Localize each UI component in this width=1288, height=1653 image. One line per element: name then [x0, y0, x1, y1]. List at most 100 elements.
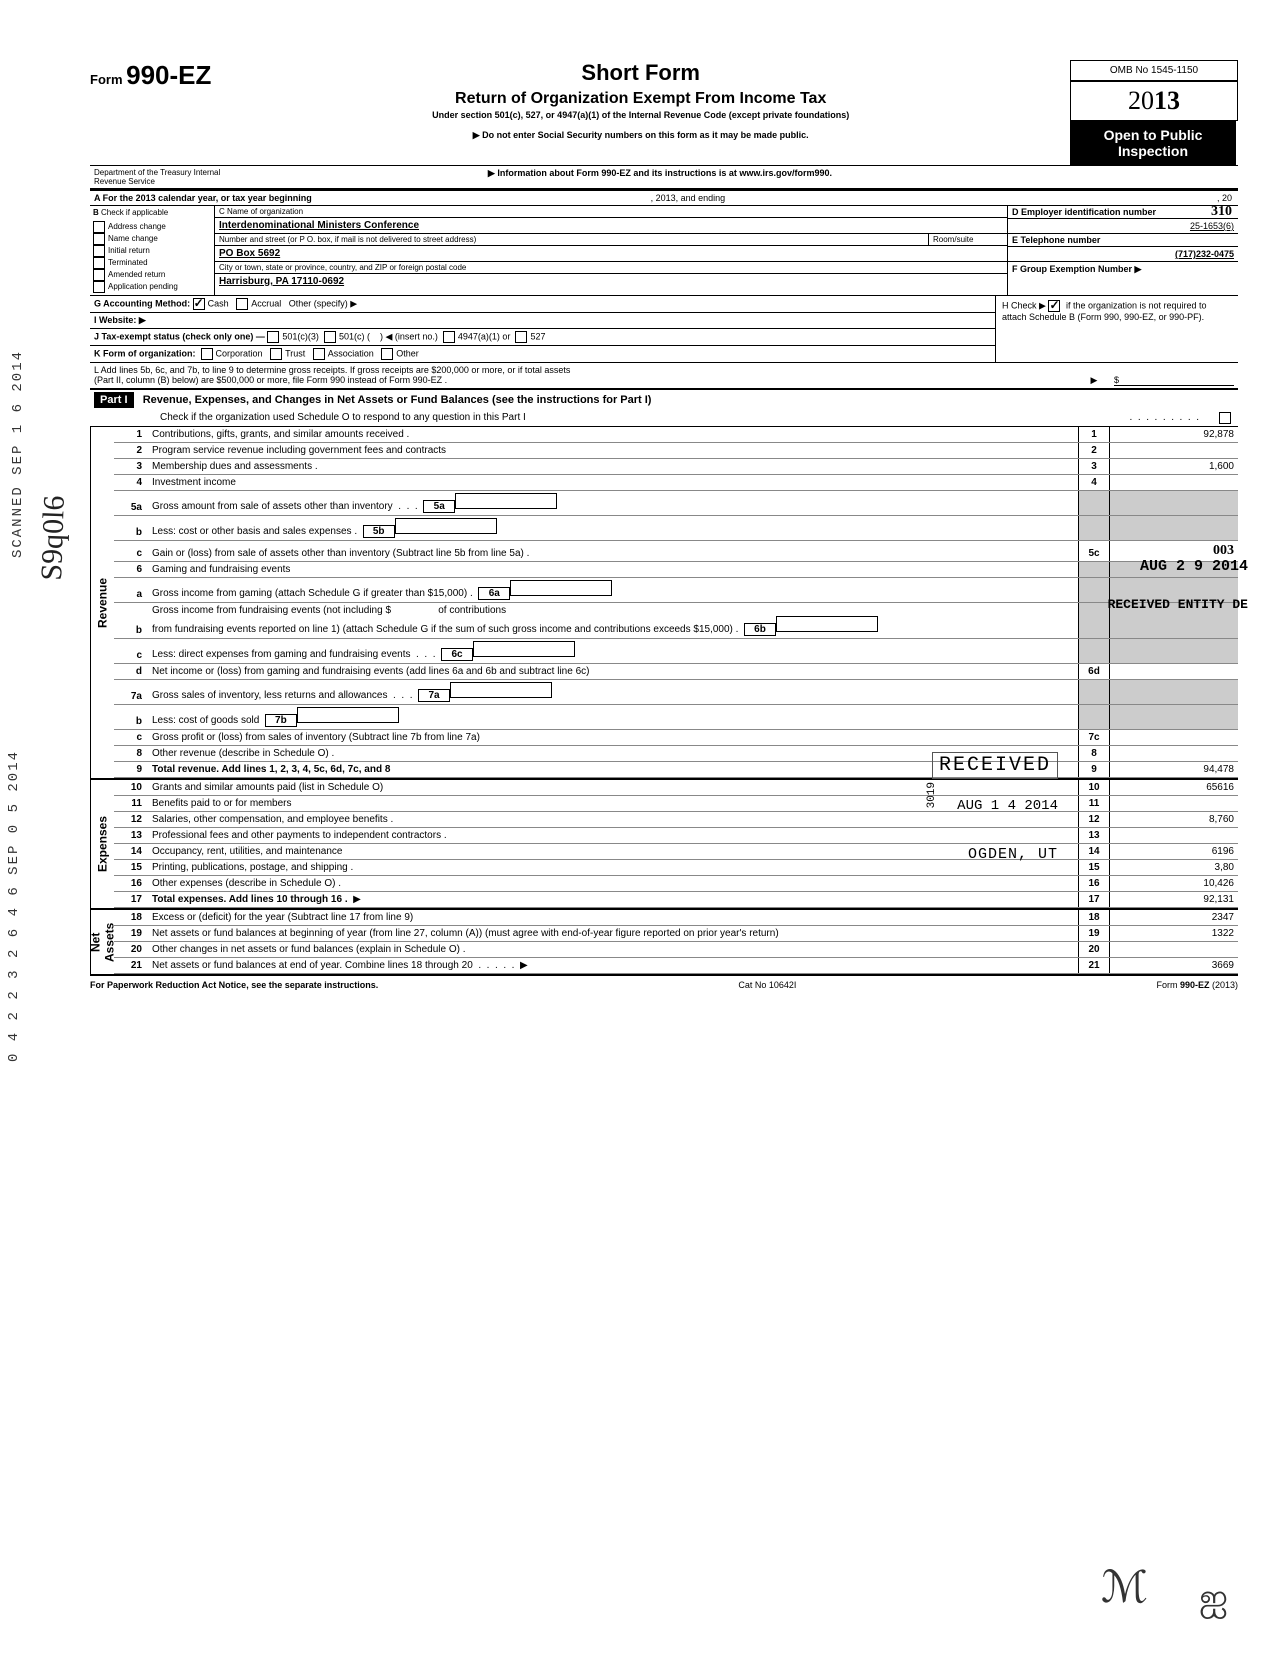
chk-other-org[interactable] — [381, 348, 393, 360]
lbl-terminated: Terminated — [108, 258, 148, 267]
l19-text: Net assets or fund balances at beginning… — [148, 926, 1079, 942]
side-stamp-scanned: SCANNED SEP 1 6 2014 — [10, 350, 26, 558]
lbl-4947: 4947(a)(1) or — [458, 331, 511, 341]
chk-initial[interactable] — [93, 245, 105, 257]
l6d-amt — [1110, 664, 1239, 680]
l5b-text: Less: cost or other basis and sales expe… — [152, 526, 357, 537]
l15-amt: 3,80 — [1110, 860, 1239, 876]
l20-num: 20 — [1079, 942, 1110, 958]
chk-trust[interactable] — [270, 348, 282, 360]
l19-amt: 1322 — [1110, 926, 1239, 942]
lbl-527: 527 — [530, 331, 545, 341]
chk-527[interactable] — [515, 331, 527, 343]
chk-name[interactable] — [93, 233, 105, 245]
chk-part1-scho[interactable] — [1219, 412, 1231, 424]
expenses-table: 10 Grants and similar amounts paid (list … — [114, 780, 1238, 908]
form-number: Form 990-EZ — [90, 60, 211, 91]
info-notice: ▶ Information about Form 990-EZ and its … — [248, 166, 1072, 188]
l1-idx: 1 — [114, 427, 148, 443]
l20-amt — [1110, 942, 1239, 958]
row-a-right: , 20 — [1217, 193, 1232, 203]
chk-corp[interactable] — [201, 348, 213, 360]
signature-mark-2: ஐ — [1199, 1576, 1228, 1623]
l20-idx: 20 — [114, 942, 148, 958]
l5a-text: Gross amount from sale of assets other t… — [152, 501, 393, 512]
chk-terminated[interactable] — [93, 257, 105, 269]
l6d-num: 6d — [1079, 664, 1110, 680]
l7b-idx: b — [114, 705, 148, 730]
chk-amended[interactable] — [93, 269, 105, 281]
col-c: C Name of organization Interdenomination… — [215, 206, 1008, 295]
l10-num: 10 — [1079, 780, 1110, 796]
ssn-notice: ▶ Do not enter Social Security numbers o… — [221, 130, 1060, 141]
l5a-box: 5a — [423, 500, 455, 513]
l6-idx: 6 — [114, 562, 148, 578]
e-value: (717)232-0475 — [1175, 249, 1234, 259]
l15-num: 15 — [1079, 860, 1110, 876]
l18-idx: 18 — [114, 910, 148, 926]
l4-text: Investment income — [148, 475, 1079, 491]
l15-idx: 15 — [114, 860, 148, 876]
c-name-label: C Name of organization — [215, 206, 1007, 218]
e-label: E Telephone number — [1012, 235, 1100, 245]
l7a-idx: 7a — [114, 680, 148, 705]
lbl-insert: ◀ (insert no.) — [385, 331, 437, 341]
i-label: I Website: ▶ — [94, 315, 146, 325]
footer: For Paperwork Reduction Act Notice, see … — [90, 974, 1238, 990]
l7c-amt — [1110, 730, 1239, 746]
stamp-received: RECEIVED — [932, 752, 1058, 779]
l7a-box: 7a — [418, 689, 450, 702]
l14-idx: 14 — [114, 844, 148, 860]
lbl-initial: Initial return — [108, 246, 150, 255]
l13-idx: 13 — [114, 828, 148, 844]
l10-text: Grants and similar amounts paid (list in… — [152, 782, 383, 793]
l17-num: 17 — [1079, 892, 1110, 908]
lbl-other-method: Other (specify) ▶ — [289, 298, 357, 308]
l10-amt: 65616 — [1110, 780, 1239, 796]
l3-idx: 3 — [114, 459, 148, 475]
j-label: J Tax-exempt status (check only one) — — [94, 331, 265, 341]
addr-label: Number and street (or P O. box, if mail … — [215, 234, 928, 245]
l3-num: 3 — [1079, 459, 1110, 475]
chk-h[interactable] — [1048, 300, 1060, 312]
l10-idx: 10 — [114, 780, 148, 796]
city-label: City or town, state or province, country… — [215, 262, 1007, 274]
b-label: B — [93, 208, 99, 217]
footer-left: For Paperwork Reduction Act Notice, see … — [90, 980, 378, 990]
form-header: Form 990-EZ Short Form Return of Organiz… — [90, 60, 1238, 165]
title-short-form: Short Form — [221, 60, 1060, 86]
l1-num: 1 — [1079, 427, 1110, 443]
lbl-accrual: Accrual — [251, 298, 281, 308]
l16-amt: 10,426 — [1110, 876, 1239, 892]
l11-idx: 11 — [114, 796, 148, 812]
revenue-vert-label: Revenue — [90, 427, 114, 778]
chk-501c[interactable] — [324, 331, 336, 343]
revenue-table: 1Contributions, gifts, grants, and simil… — [114, 427, 1238, 778]
l13-amt — [1110, 828, 1239, 844]
l7c-text: Gross profit or (loss) from sales of inv… — [148, 730, 1079, 746]
row-j: J Tax-exempt status (check only one) — 5… — [90, 329, 995, 346]
l12-idx: 12 — [114, 812, 148, 828]
l21-amt: 3669 — [1110, 958, 1239, 974]
l18-num: 18 — [1079, 910, 1110, 926]
l-line2: (Part II, column (B) below) are $500,000… — [94, 375, 1074, 386]
l16-idx: 16 — [114, 876, 148, 892]
l8-num: 8 — [1079, 746, 1110, 762]
l8-text: Other revenue (describe in Schedule O) . — [152, 748, 334, 759]
chk-501c3[interactable] — [267, 331, 279, 343]
l-dollar: $ — [1114, 375, 1234, 386]
l6-text: Gaming and fundraising events — [148, 562, 1079, 578]
l5b-box: 5b — [363, 525, 395, 538]
chk-address[interactable] — [93, 221, 105, 233]
side-stamp-number: 0 4 2 2 3 2 6 4 6 SEP 0 5 2014 — [6, 750, 22, 1062]
l2-idx: 2 — [114, 443, 148, 459]
netassets-vert-label: Net Assets — [90, 910, 114, 974]
chk-assoc[interactable] — [313, 348, 325, 360]
l9-text: Total revenue. Add lines 1, 2, 3, 4, 5c,… — [152, 764, 390, 775]
l-arrow: ▶ — [1074, 375, 1114, 386]
chk-4947[interactable] — [443, 331, 455, 343]
chk-cash[interactable] — [193, 298, 205, 310]
org-name: Interdenominational Ministers Conference — [219, 220, 419, 231]
chk-accrual[interactable] — [236, 298, 248, 310]
chk-pending[interactable] — [93, 281, 105, 293]
